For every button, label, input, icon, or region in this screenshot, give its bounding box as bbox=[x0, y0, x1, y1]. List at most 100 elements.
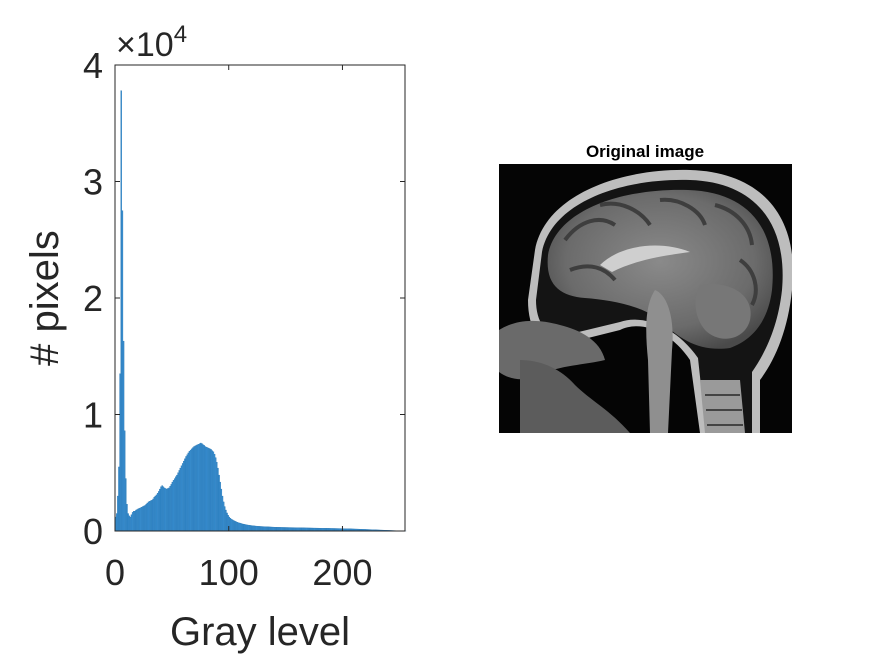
exponent-power: 4 bbox=[174, 21, 187, 48]
histogram-bar bbox=[143, 505, 145, 532]
histogram-bar bbox=[237, 522, 240, 532]
histogram-bar bbox=[121, 210, 124, 532]
exponent-label: ×104 bbox=[116, 21, 187, 64]
histogram-bar bbox=[214, 457, 217, 532]
histogram-bar bbox=[138, 508, 141, 532]
histogram-bar bbox=[162, 486, 165, 532]
histogram-bar bbox=[224, 506, 226, 532]
histogram-bar bbox=[280, 527, 283, 532]
histogram-bar bbox=[241, 523, 243, 532]
histogram-bar bbox=[119, 373, 121, 532]
histogram-bar bbox=[255, 525, 258, 532]
histogram-bar bbox=[247, 524, 250, 532]
histogram-bar bbox=[189, 449, 192, 532]
histogram-bar bbox=[286, 527, 289, 532]
histogram-bar bbox=[147, 501, 150, 532]
histogram-bar bbox=[177, 472, 179, 532]
histogram-bar bbox=[161, 485, 163, 532]
histogram-bar bbox=[192, 447, 194, 532]
x-axis-label: Gray level bbox=[170, 610, 350, 654]
histogram-bar bbox=[289, 527, 292, 532]
histogram-bars bbox=[114, 90, 407, 532]
histogram-bar bbox=[235, 521, 237, 532]
histogram-bar bbox=[137, 508, 140, 532]
histogram-bar bbox=[175, 476, 177, 532]
histogram-bar bbox=[185, 456, 187, 532]
histogram-bar bbox=[193, 446, 195, 532]
histogram-bar bbox=[125, 478, 127, 532]
histogram-bar bbox=[268, 526, 270, 532]
x-tick-label: 200 bbox=[312, 552, 372, 593]
histogram-bar bbox=[201, 443, 203, 532]
histogram-bar bbox=[133, 511, 135, 532]
histogram-bar bbox=[251, 525, 253, 532]
histogram-bar bbox=[208, 448, 210, 532]
histogram-bar bbox=[170, 484, 173, 532]
histogram-bar bbox=[169, 485, 171, 532]
y-axis-label: # pixels bbox=[23, 230, 67, 366]
histogram-bar bbox=[126, 504, 128, 532]
histogram-bar bbox=[238, 522, 241, 532]
histogram-bar bbox=[120, 90, 122, 532]
histogram-bar bbox=[118, 466, 120, 532]
histogram-bar bbox=[183, 460, 185, 532]
histogram-bar bbox=[128, 515, 130, 532]
histogram-bar bbox=[200, 442, 202, 532]
histogram-bar bbox=[172, 480, 175, 532]
histogram-bar bbox=[146, 502, 149, 532]
y-tick-label: 3 bbox=[83, 162, 103, 203]
histogram-bar bbox=[152, 498, 154, 532]
histogram-bar bbox=[166, 488, 168, 532]
histogram-bar bbox=[155, 494, 158, 532]
histogram-bar bbox=[160, 486, 162, 532]
histogram-bar bbox=[115, 513, 118, 532]
histogram-bar bbox=[199, 443, 201, 532]
histogram-bar bbox=[202, 444, 204, 532]
histogram-bar bbox=[259, 526, 261, 532]
histogram-bar bbox=[257, 526, 259, 532]
histogram-bar bbox=[168, 487, 170, 532]
image-title: Original image bbox=[586, 142, 704, 161]
histogram-bar bbox=[219, 481, 221, 532]
brain-mri-image bbox=[499, 164, 792, 433]
histogram-bar bbox=[187, 452, 190, 532]
histogram-bar bbox=[212, 451, 215, 532]
histogram-bar bbox=[234, 520, 236, 532]
y-ticks: 0 1 2 3 4 bbox=[83, 45, 405, 552]
histogram-bar bbox=[221, 495, 224, 532]
histogram-bar bbox=[139, 507, 142, 532]
histogram-bar bbox=[151, 499, 153, 532]
axes-box bbox=[114, 64, 406, 532]
histogram-bar bbox=[284, 527, 286, 532]
histogram-bar bbox=[191, 448, 193, 532]
histogram-bar bbox=[156, 492, 159, 532]
histogram-bar bbox=[203, 445, 205, 532]
histogram-bar bbox=[229, 518, 232, 532]
histogram-bar bbox=[230, 519, 233, 532]
histogram-bar bbox=[197, 444, 200, 532]
histogram-bar bbox=[154, 495, 157, 532]
histogram-bar bbox=[276, 527, 278, 532]
histogram-bar bbox=[253, 525, 256, 532]
histogram-bar bbox=[242, 523, 244, 532]
histogram-bar bbox=[136, 509, 138, 532]
histogram-bar bbox=[218, 474, 220, 532]
histogram-bar bbox=[206, 447, 209, 532]
x-tick-label: 100 bbox=[199, 552, 259, 593]
histogram-bar bbox=[246, 524, 249, 532]
histogram-bar bbox=[159, 488, 161, 532]
histogram-bar bbox=[204, 446, 207, 532]
histogram-bar bbox=[216, 462, 218, 532]
y-tick-label: 1 bbox=[83, 395, 103, 436]
histogram-bar bbox=[211, 450, 213, 532]
histogram-bar bbox=[129, 516, 132, 532]
histogram-bar bbox=[194, 445, 196, 532]
histogram-bar bbox=[123, 430, 126, 532]
histogram-bar bbox=[233, 520, 235, 532]
histogram-bar bbox=[210, 449, 212, 532]
y-tick-label: 0 bbox=[83, 511, 103, 552]
histogram-bar bbox=[196, 444, 199, 532]
histogram-bar bbox=[117, 495, 119, 532]
histogram-bar bbox=[127, 513, 129, 532]
